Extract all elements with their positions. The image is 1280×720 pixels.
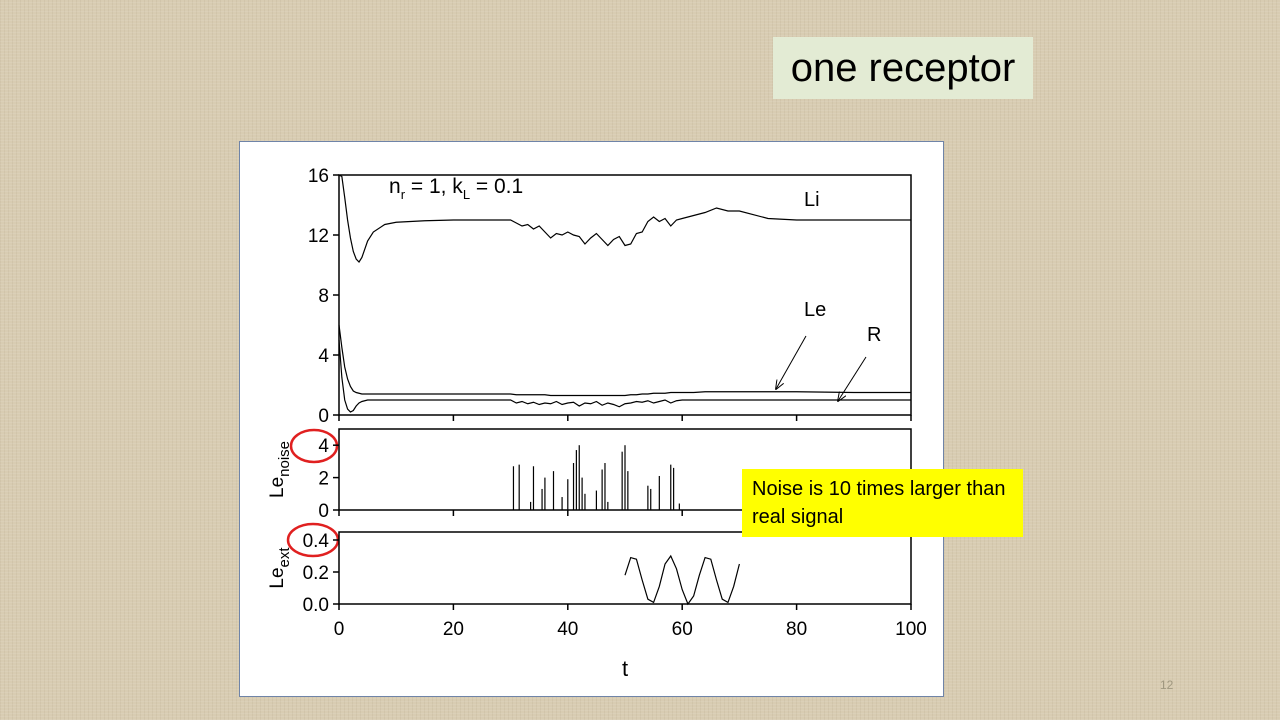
annotation-part: r (401, 187, 406, 202)
y-tick-label: 12 (308, 226, 329, 247)
label-arrow (776, 335, 807, 389)
x-tick-label: 40 (557, 619, 578, 640)
y-axis-label: Lenoise (267, 441, 293, 498)
y-tick-label: 0.0 (303, 595, 329, 616)
annotation-part: L (463, 187, 470, 202)
x-tick-label: 0 (334, 619, 345, 640)
y-tick-label: 0.2 (303, 563, 329, 584)
series-label: Le (804, 299, 826, 321)
data-line (338, 339, 911, 413)
y-axis-label-main: Le (267, 477, 288, 498)
slide-title: one receptor (773, 37, 1033, 99)
x-tick-label: 20 (443, 619, 464, 640)
x-tick-label: 60 (672, 619, 693, 640)
x-tick-label: 80 (786, 619, 807, 640)
y-tick-label: 2 (318, 469, 329, 490)
data-line (624, 554, 740, 606)
series-label: Li (804, 189, 820, 211)
y-tick-label: 8 (318, 286, 329, 307)
chart-frame (239, 141, 944, 697)
label-arrow (838, 356, 867, 401)
series-label: R (867, 324, 881, 346)
y-axis-label-sub: ext (276, 547, 293, 568)
plot-frame (338, 531, 912, 605)
annotation-part: = 0.1 (470, 175, 523, 198)
y-tick-label: 4 (318, 346, 329, 367)
data-line (338, 324, 911, 397)
y-tick-label: 16 (308, 166, 329, 187)
y-tick-label: 0 (318, 501, 329, 522)
annotation-part: n (389, 175, 401, 198)
y-axis-label-sub: noise (276, 441, 293, 477)
page-number: 12 (1160, 678, 1174, 692)
y-tick-label: 0 (318, 406, 329, 427)
annotation: nr = 1, kL = 0.1 (389, 175, 523, 202)
highlight-ellipse (289, 428, 339, 464)
y-axis-label-main: Le (267, 567, 288, 588)
x-tick-label: 100 (895, 619, 927, 640)
annotation-part: = 1, k (405, 175, 463, 198)
y-tick-label: 4 (318, 436, 329, 457)
y-tick-label: 0.4 (303, 531, 330, 552)
x-axis-label: t (622, 656, 628, 681)
data-line (338, 174, 911, 263)
y-axis-label: Leext (267, 547, 293, 589)
callout: Noise is 10 times larger than real signa… (742, 469, 1023, 537)
